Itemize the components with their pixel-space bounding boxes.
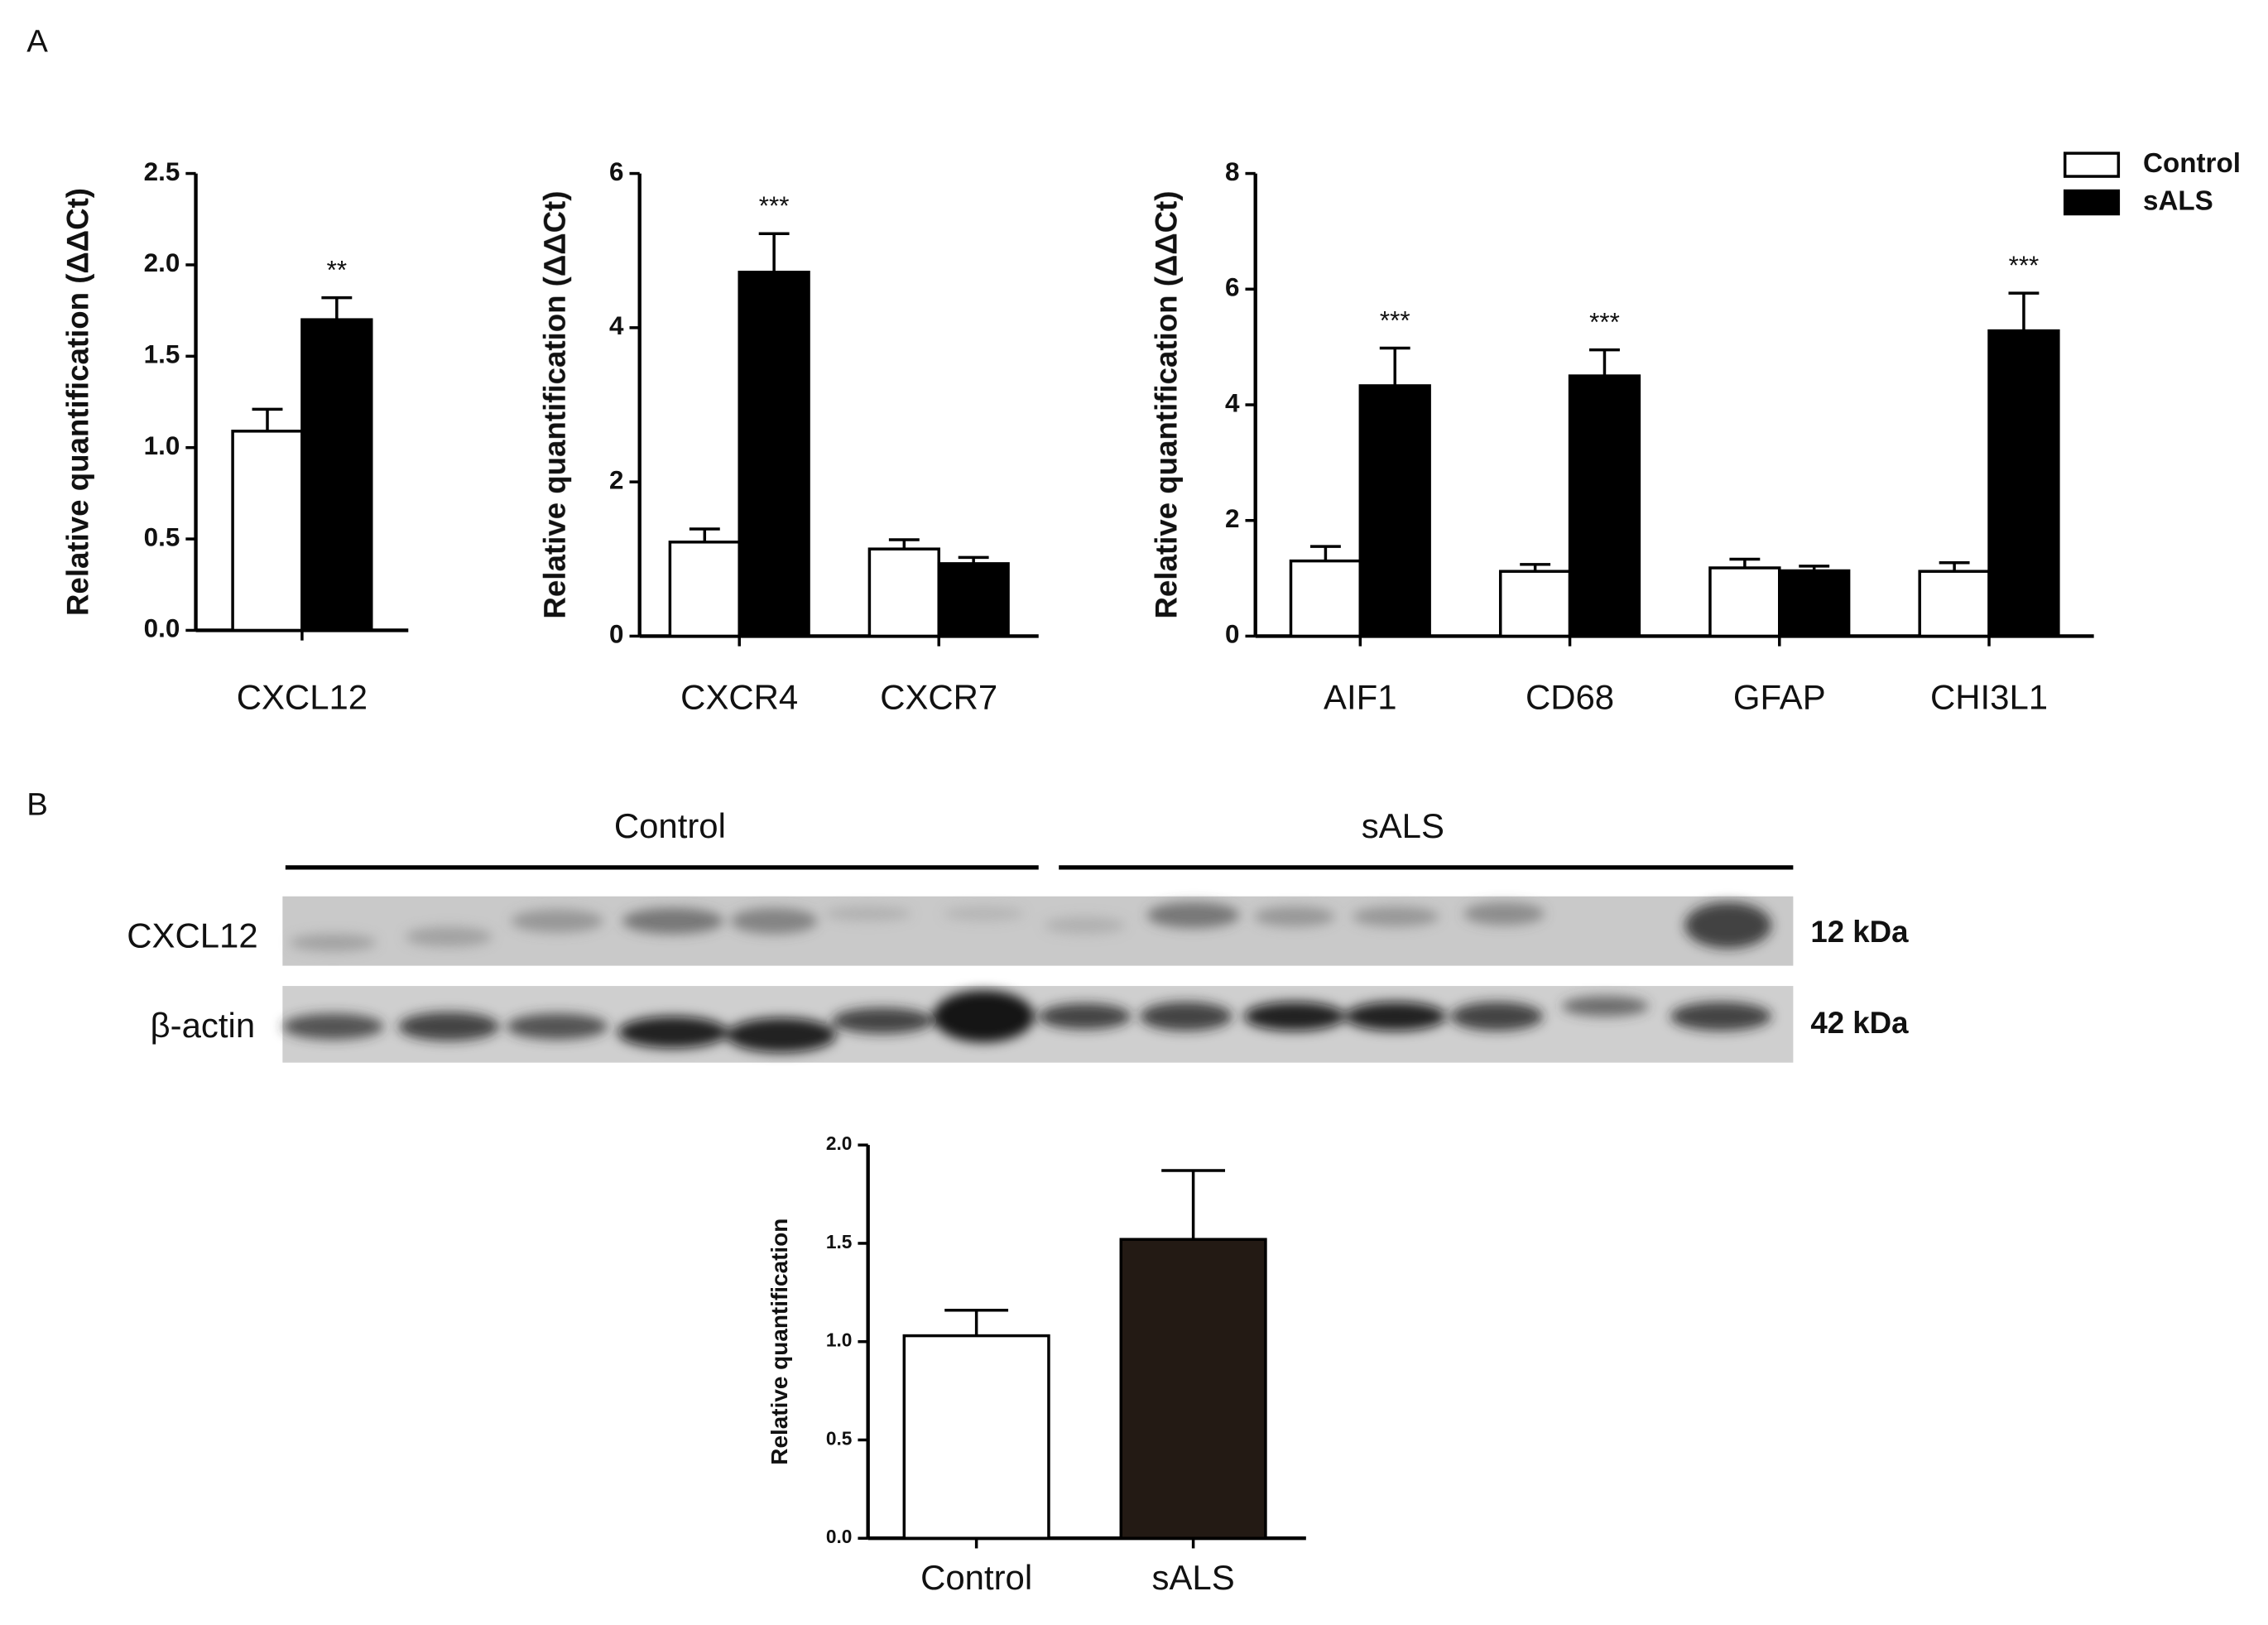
panel-label: B xyxy=(26,787,48,823)
significance: ** xyxy=(327,256,347,285)
bar xyxy=(1119,1238,1267,1540)
blot-strip xyxy=(282,896,1794,966)
y-tick-label: 0.0 xyxy=(144,614,180,643)
y-tick-label: 0.5 xyxy=(826,1427,853,1449)
bar xyxy=(1289,559,1362,638)
y-axis-label: Relative quantification xyxy=(766,1219,792,1465)
y-tick-label: 1.5 xyxy=(826,1231,853,1252)
blot-size-label: 12 kDa xyxy=(1810,915,1909,949)
significance: *** xyxy=(1380,305,1410,334)
y-tick-label: 2 xyxy=(1225,504,1239,533)
bar xyxy=(1708,566,1781,638)
y-tick-label: 0 xyxy=(609,620,623,649)
x-tick-label: AIF1 xyxy=(1324,677,1397,716)
x-tick-label: CXCR4 xyxy=(680,677,798,716)
y-tick-label: 4 xyxy=(609,311,624,340)
y-axis-label: Relative quantification (ΔΔCt) xyxy=(538,190,572,618)
bar xyxy=(937,562,1010,638)
bar xyxy=(300,318,373,632)
blot-row-label: CXCL12 xyxy=(127,916,257,955)
y-tick-label: 1.5 xyxy=(144,340,180,369)
x-tick-label: CHI3L1 xyxy=(1930,677,2048,716)
legend-swatch xyxy=(2063,151,2121,178)
bar xyxy=(902,1334,1050,1540)
y-axis-label: Relative quantification (ΔΔCt) xyxy=(1150,190,1184,618)
blot-group-label: sALS xyxy=(1362,806,1444,845)
bar xyxy=(1498,570,1572,638)
y-tick-label: 8 xyxy=(1225,157,1239,186)
western-blot: Control sALS xyxy=(127,806,1909,1063)
y-tick-label: 6 xyxy=(609,157,623,186)
y-tick-label: 1.0 xyxy=(826,1329,853,1351)
y-axis-label: Relative quantification (ΔΔCt) xyxy=(61,188,95,616)
significance: *** xyxy=(759,191,790,220)
y-tick-label: 1.0 xyxy=(144,431,180,460)
bar xyxy=(1778,569,1851,638)
blot-size-label: 42 kDa xyxy=(1810,1006,1909,1040)
y-tick-label: 0.5 xyxy=(144,522,180,551)
legend-label: sALS xyxy=(2143,185,2213,216)
y-tick-label: 2 xyxy=(609,465,623,494)
bar xyxy=(738,271,810,638)
bar xyxy=(1568,374,1641,638)
significance: *** xyxy=(1589,307,1620,336)
x-tick-label: CXCR7 xyxy=(880,677,997,716)
bands xyxy=(282,901,1772,1053)
blot-row-label: β-actin xyxy=(151,1006,256,1045)
blot-group-label: Control xyxy=(614,806,726,845)
legend-label: Control xyxy=(2143,148,2241,179)
bar xyxy=(1987,329,2060,638)
y-tick-label: 2.0 xyxy=(144,248,180,277)
x-tick-label: GFAP xyxy=(1733,677,1826,716)
y-tick-label: 6 xyxy=(1225,273,1239,302)
panel-label: A xyxy=(26,24,48,60)
bar xyxy=(867,547,940,638)
x-tick-label: CXCL12 xyxy=(237,677,368,716)
x-tick-label: Control xyxy=(920,1558,1032,1597)
bar xyxy=(1918,570,1991,638)
bar xyxy=(668,541,741,638)
y-tick-label: 2.5 xyxy=(144,157,180,186)
y-tick-label: 2.0 xyxy=(826,1132,853,1154)
y-tick-label: 0 xyxy=(1225,620,1239,649)
bar xyxy=(231,430,304,632)
legend-swatch xyxy=(2063,189,2121,216)
significance: *** xyxy=(2009,251,2040,280)
y-tick-label: 4 xyxy=(1225,388,1240,417)
x-tick-label: sALS xyxy=(1152,1558,1235,1597)
x-tick-label: CD68 xyxy=(1526,677,1614,716)
y-tick-label: 0.0 xyxy=(826,1526,853,1547)
bar xyxy=(1358,384,1431,638)
